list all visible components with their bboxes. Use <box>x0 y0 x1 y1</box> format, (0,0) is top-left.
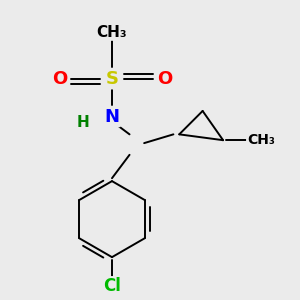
Text: Cl: Cl <box>103 278 121 296</box>
Text: S: S <box>106 70 118 88</box>
Text: CH₃: CH₃ <box>247 133 275 147</box>
Text: O: O <box>52 70 67 88</box>
Text: O: O <box>157 70 172 88</box>
Text: H: H <box>76 115 89 130</box>
Text: N: N <box>104 108 119 126</box>
Text: CH₃: CH₃ <box>97 25 127 40</box>
